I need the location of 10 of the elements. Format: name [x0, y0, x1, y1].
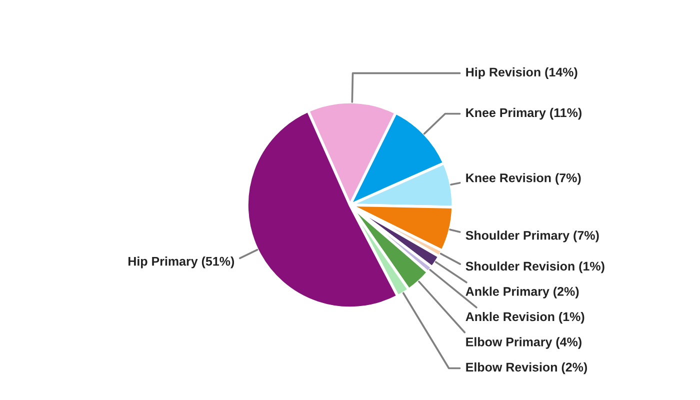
slice-label: Shoulder Revision (1%) — [466, 261, 604, 274]
slice-label: Hip Revision (14%) — [466, 67, 578, 80]
slice-label: Elbow Revision (2%) — [466, 362, 587, 374]
slice-label: Ankle Revision (1%) — [466, 312, 584, 324]
slice-label: Shoulder Primary (7%) — [466, 230, 599, 242]
slice-label: Ankle Primary (2%) — [466, 286, 579, 298]
slice-label: Knee Revision (7%) — [466, 173, 581, 185]
slice-label: Hip Primary (51%) — [128, 256, 234, 268]
slice-label: Knee Primary (11%) — [466, 108, 582, 120]
slice-label: Elbow Primary (4%) — [466, 337, 582, 349]
